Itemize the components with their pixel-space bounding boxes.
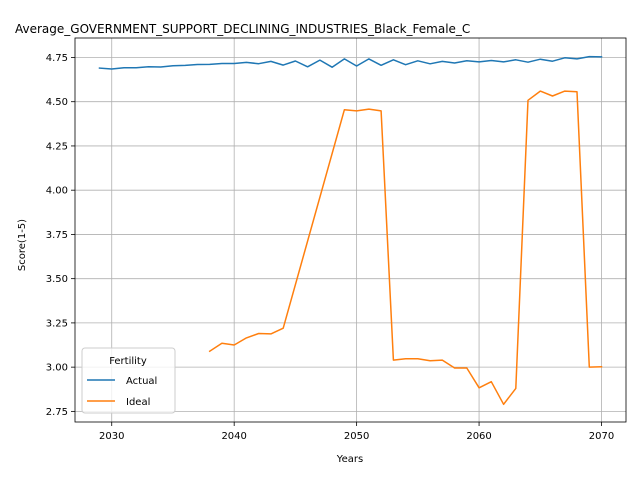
y-tick-label: 4.75 [46, 53, 68, 64]
x-axis: 2030 2040 2050 2060 2070 [99, 422, 614, 442]
y-tick-label: 3.50 [46, 274, 68, 285]
plot-frame [74, 37, 627, 423]
y-tick-label: 3.75 [46, 230, 68, 241]
chart-title: Average_GOVERNMENT_SUPPORT_DECLINING_IND… [15, 22, 470, 36]
y-tick-label: 4.50 [46, 97, 68, 108]
y-tick-label: 4.00 [46, 186, 68, 197]
x-tick-label: 2030 [99, 431, 124, 442]
legend-label-actual: Actual [126, 376, 157, 387]
legend-box [81, 347, 176, 414]
y-axis-label: Score(1-5) [17, 219, 28, 271]
series-layer [98, 55, 603, 406]
series-line-ideal [208, 90, 603, 406]
grid-lines [75, 38, 626, 422]
y-axis: 2.75 3.00 3.25 3.50 3.75 4.00 4.25 4.50 4.75 [46, 53, 75, 418]
y-tick-label: 2.75 [46, 407, 68, 418]
x-tick-label: 2060 [466, 431, 491, 442]
x-tick-label: 2070 [589, 431, 614, 442]
y-tick-label: 3.25 [46, 318, 68, 329]
series-line-actual [98, 55, 603, 70]
x-tick-label: 2040 [221, 431, 246, 442]
x-axis-label: Years [336, 454, 363, 465]
y-tick-label: 4.25 [46, 141, 68, 152]
legend: Fertility Actual Ideal [81, 347, 176, 414]
y-tick-label: 3.00 [46, 363, 68, 374]
x-tick-label: 2050 [344, 431, 369, 442]
legend-label-ideal: Ideal [126, 397, 150, 408]
legend-title: Fertility [109, 356, 147, 367]
